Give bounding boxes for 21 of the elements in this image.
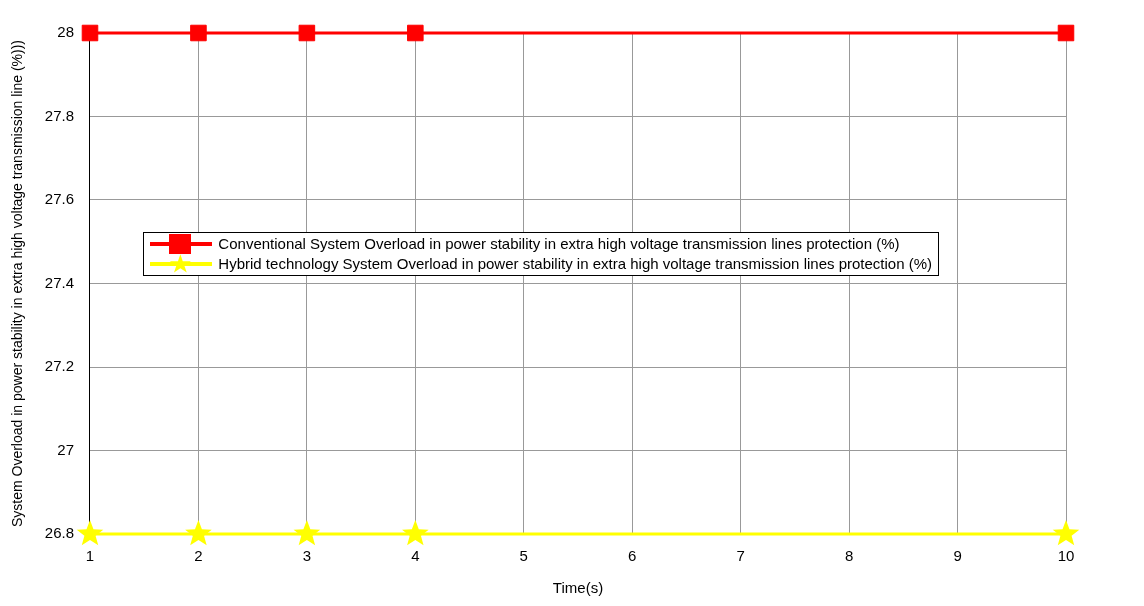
x-tick-label: 3 (302, 547, 312, 565)
x-tick-label: 10 (1057, 547, 1075, 565)
x-tick-label: 9 (953, 547, 962, 565)
y-tick-label: 27.8 (44, 106, 74, 124)
x-tick-label: 5 (519, 547, 528, 565)
y-tick-label: 27.2 (44, 357, 74, 375)
y-tick-label: 26.8 (44, 524, 74, 542)
legend-label: Hybrid technology System Overload in power stability in extra high voltage transmission lines protection (%) (218, 254, 933, 275)
legend-label: Conventional System Overload in power stability in extra high voltage transmission lines protection (%) (218, 234, 900, 255)
x-tick-label: 4 (411, 547, 420, 565)
x-tick-label: 1 (85, 547, 95, 565)
y-tick-label: 27 (57, 440, 74, 458)
y-tick-label: 27.6 (44, 190, 74, 208)
x-tick-label: 8 (844, 547, 854, 565)
y-tick-label: 28 (57, 23, 74, 41)
x-tick-label: 7 (736, 547, 745, 565)
y-axis-title: System Overload in power stability in extra high voltage transmission line (%))) (9, 39, 26, 528)
x-tick-label: 2 (194, 547, 203, 565)
y-tick-label: 27.4 (44, 273, 74, 291)
x-axis-title: Time(s) (552, 579, 604, 597)
x-tick-label: 6 (628, 547, 637, 565)
